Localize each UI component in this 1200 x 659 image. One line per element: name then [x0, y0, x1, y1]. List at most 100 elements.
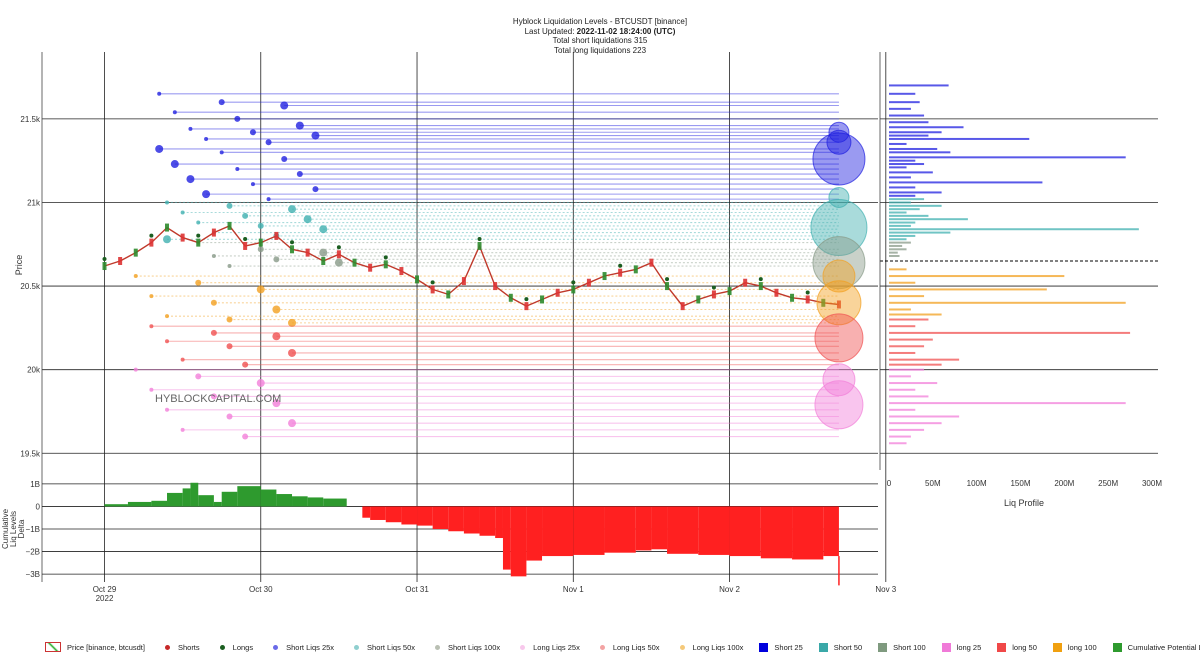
- price-candle: [477, 241, 482, 250]
- delta-bar: [432, 506, 449, 529]
- price-candle: [258, 238, 263, 247]
- long-25-level-origin: [242, 433, 249, 440]
- price-candle: [461, 277, 466, 286]
- long-50-level-origin: [272, 332, 281, 341]
- delta-bar: [526, 506, 543, 561]
- legend-item[interactable]: Short 25: [757, 642, 803, 652]
- time-tick-label: Nov 1: [563, 585, 584, 594]
- legend-item[interactable]: Price [binance, btcusdt]: [45, 642, 145, 652]
- price-axis-label: Price: [14, 255, 24, 276]
- legend-label: Long Liqs 100x: [692, 642, 744, 652]
- profile-tick-label: 250M: [1098, 479, 1118, 488]
- legend-swatch: [164, 644, 170, 650]
- profile-tick-label: 0: [887, 479, 892, 488]
- long-entry-marker: [665, 277, 670, 282]
- long-100-level-origin: [272, 305, 281, 314]
- legend-item[interactable]: Cumulative Potential Liqs: [1111, 642, 1200, 652]
- legend-item[interactable]: long 25: [940, 642, 982, 652]
- legend-label: long 25: [956, 642, 982, 652]
- short-25-level-origin: [186, 175, 195, 184]
- price-candle: [743, 278, 748, 287]
- delta-bar: [182, 488, 191, 507]
- legend-swatch: [354, 644, 360, 650]
- short-25-level-origin: [280, 101, 289, 110]
- legend-item[interactable]: Short Liqs 50x: [348, 643, 415, 652]
- liq-bubble: [826, 129, 852, 155]
- legend-swatch: [818, 642, 828, 652]
- short-50-level-origin: [288, 205, 297, 214]
- delta-bar: [198, 495, 214, 507]
- delta-bar: [260, 489, 277, 507]
- price-candle: [821, 298, 826, 307]
- delta-bar: [667, 506, 699, 554]
- time-tick-label: Oct 30: [249, 585, 273, 594]
- delta-axis-label: Cumulative: [1, 508, 10, 549]
- legend-label: Short 100: [893, 642, 926, 652]
- profile-bar: [889, 338, 933, 341]
- legend-item[interactable]: Long Liqs 50x: [594, 643, 660, 652]
- profile-bar: [889, 268, 907, 271]
- legend-item[interactable]: Short 50: [817, 642, 862, 652]
- legend-item[interactable]: Long Liqs 25x: [514, 643, 580, 652]
- profile-bar: [889, 214, 929, 217]
- profile-bar: [889, 388, 916, 391]
- legend-item[interactable]: long 100: [1051, 642, 1097, 652]
- price-candle: [711, 290, 716, 299]
- short-100-level-origin: [211, 253, 216, 258]
- long-100-level-origin: [210, 299, 217, 306]
- short-50-level-origin: [303, 215, 312, 224]
- short-100-level-origin: [273, 256, 280, 263]
- price-candle: [696, 295, 701, 304]
- delta-bar: [495, 506, 503, 539]
- delta-bar: [221, 491, 238, 507]
- delta-bar: [323, 498, 347, 507]
- liq-bubble: [812, 236, 866, 290]
- profile-bar: [889, 107, 911, 110]
- long-100-level-origin: [226, 316, 233, 323]
- chart-header: Hyblock Liquidation Levels - BTCUSDT [bi…: [0, 17, 1200, 55]
- legend-item[interactable]: Longs: [214, 643, 253, 652]
- legend-label: Shorts: [177, 642, 200, 652]
- price-tick-label: 21.5k: [20, 115, 41, 124]
- profile-bar: [889, 251, 898, 254]
- legend-swatch: [1052, 642, 1062, 652]
- long-entry-marker: [758, 277, 763, 282]
- profile-bar: [889, 288, 1047, 291]
- price-candle: [446, 290, 451, 299]
- long-100-level-origin: [165, 314, 170, 319]
- price-candle: [305, 248, 310, 257]
- price-candle: [774, 288, 779, 297]
- legend-label: Cumulative Potential Liqs: [1127, 642, 1200, 652]
- profile-bar: [889, 358, 960, 361]
- long-entry-marker: [805, 290, 810, 295]
- delta-tick-label: 1B: [30, 480, 40, 489]
- legend-item[interactable]: long 50: [995, 642, 1037, 652]
- legend-label: Short Liqs 50x: [367, 642, 415, 652]
- liq-bubble: [812, 132, 866, 186]
- profile-bar: [889, 147, 938, 150]
- profile-bar: [889, 244, 903, 247]
- time-tick-label: 2022: [96, 594, 114, 603]
- legend-item[interactable]: Shorts: [159, 643, 200, 652]
- legend-item[interactable]: Short 100: [876, 642, 926, 652]
- short-100-level-origin: [319, 248, 328, 257]
- short-50-level-origin: [163, 235, 172, 244]
- legend-item[interactable]: Long Liqs 100x: [674, 642, 744, 652]
- legend-item[interactable]: Short Liqs 25x: [267, 643, 334, 652]
- long-entry-marker: [196, 233, 201, 238]
- legend-swatch: [941, 642, 951, 652]
- long-25-level-origin: [256, 379, 265, 388]
- short-25-level-origin: [266, 197, 271, 202]
- short-100-level-origin: [227, 264, 232, 269]
- legend-swatch: [679, 644, 685, 650]
- profile-bar: [889, 408, 916, 411]
- long-50-level-origin: [165, 339, 170, 344]
- profile-bar: [889, 198, 925, 201]
- legend-item[interactable]: Short Liqs 100x: [429, 643, 500, 652]
- legend-label: Short 25: [774, 642, 803, 652]
- short-25-level-origin: [188, 126, 193, 131]
- delta-bar: [401, 506, 418, 525]
- profile-tick-label: 150M: [1010, 479, 1030, 488]
- chart-title: Hyblock Liquidation Levels - BTCUSDT [bi…: [512, 17, 688, 26]
- profile-bar: [889, 121, 929, 124]
